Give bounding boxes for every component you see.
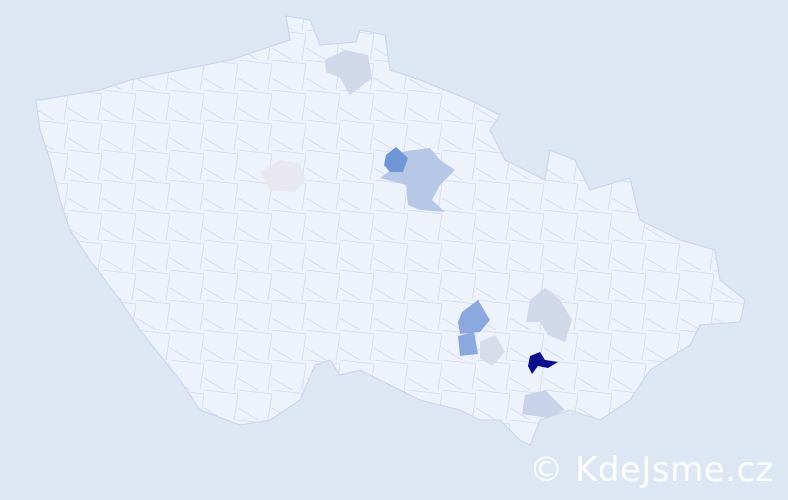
district-low-north[interactable]: [325, 50, 372, 95]
district-max[interactable]: [528, 352, 558, 374]
district-low-center[interactable]: [480, 335, 505, 366]
country-outline: [35, 15, 746, 446]
district-none[interactable]: [260, 160, 306, 192]
district-medium-south[interactable]: [458, 332, 478, 356]
highlighted-districts: [260, 50, 572, 418]
district-strong[interactable]: [384, 147, 408, 172]
district-low-east[interactable]: [526, 288, 572, 342]
district-low-south[interactable]: [522, 390, 565, 418]
district-medium-north[interactable]: [458, 300, 490, 334]
watermark: © KdeJsme.cz: [529, 450, 774, 490]
